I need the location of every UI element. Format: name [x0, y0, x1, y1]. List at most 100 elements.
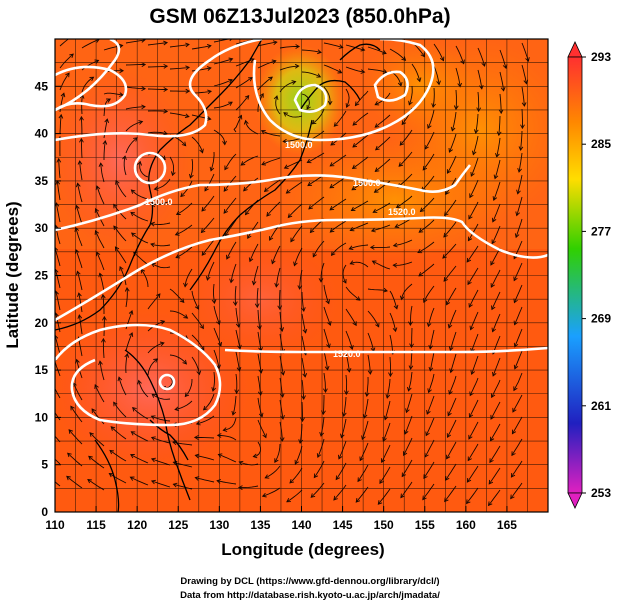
- streamline: [398, 151, 413, 167]
- streamline-arrowhead: [66, 475, 71, 481]
- streamline-arrowhead: [217, 453, 223, 458]
- streamline-arrowhead: [248, 77, 253, 82]
- streamline: [349, 244, 369, 250]
- streamline-arrowhead: [426, 322, 432, 328]
- streamline-arrowhead: [431, 103, 436, 108]
- streamline: [283, 112, 303, 118]
- streamline: [363, 398, 369, 418]
- streamline-arrowhead: [392, 242, 398, 248]
- streamline-arrowhead: [471, 150, 477, 156]
- streamline-arrowhead: [209, 166, 215, 172]
- streamline: [401, 283, 413, 300]
- streamline: [253, 265, 259, 285]
- streamline-arrowhead: [200, 345, 205, 351]
- streamline: [329, 198, 347, 211]
- streamline: [469, 179, 479, 198]
- streamline: [401, 459, 413, 477]
- streamline-arrowhead: [355, 296, 361, 301]
- streamline-arrowhead: [476, 107, 482, 113]
- streamline: [444, 485, 457, 502]
- streamline: [55, 203, 61, 223]
- streamline: [55, 291, 61, 311]
- streamline-arrowhead: [521, 102, 527, 107]
- streamline-arrowhead: [211, 299, 217, 304]
- streamline: [279, 421, 283, 442]
- streamline-arrowhead: [282, 138, 288, 144]
- streamline-arrowhead: [445, 300, 451, 306]
- streamline: [468, 421, 479, 440]
- streamline-arrowhead: [360, 69, 366, 74]
- streamline-arrowhead: [119, 68, 125, 74]
- streamline-arrowhead: [141, 39, 146, 43]
- streamline: [490, 401, 501, 420]
- streamline: [422, 153, 435, 171]
- streamline: [243, 177, 259, 192]
- streamline-arrowhead: [330, 251, 336, 257]
- streamline: [203, 393, 215, 411]
- streamline-arrowhead: [488, 479, 494, 485]
- streamline: [443, 265, 457, 282]
- streamline: [279, 355, 284, 375]
- streamline: [330, 220, 347, 233]
- streamline-arrowhead: [491, 327, 496, 333]
- streamline: [239, 461, 259, 466]
- contour-label: 1520.0: [333, 349, 361, 359]
- streamline-arrowhead: [379, 479, 384, 485]
- y-tick-label: 25: [35, 269, 49, 283]
- streamline: [355, 486, 369, 503]
- streamline: [184, 378, 193, 397]
- streamline-arrowhead: [423, 298, 428, 304]
- streamline: [131, 431, 149, 442]
- contour-1500-loop: [252, 39, 435, 142]
- contour-1500-north: [55, 39, 121, 112]
- streamline-arrowhead: [228, 101, 233, 106]
- streamline-arrowhead: [345, 103, 351, 109]
- streamline-arrowhead: [514, 233, 520, 239]
- streamline: [287, 203, 303, 218]
- streamline-arrowhead: [194, 304, 200, 310]
- streamline: [333, 484, 347, 501]
- streamline: [102, 294, 105, 314]
- streamline: [498, 115, 501, 136]
- streamline-arrowhead: [244, 95, 250, 100]
- streamline-arrowhead: [279, 327, 285, 333]
- x-tick-label: 165: [497, 518, 517, 532]
- streamline-arrowhead: [375, 145, 380, 151]
- streamline-arrowhead: [48, 427, 52, 431]
- y-axis-label: Latitude (degrees): [3, 201, 22, 348]
- contour-1520-north: [55, 216, 548, 322]
- streamline-arrowhead: [109, 449, 115, 455]
- streamline-arrowhead: [439, 56, 445, 62]
- streamline: [279, 399, 284, 420]
- streamline: [70, 406, 83, 423]
- streamline: [447, 419, 457, 438]
- streamline-arrowhead: [74, 204, 80, 210]
- streamline-arrowhead: [264, 474, 270, 479]
- streamline-arrowhead: [257, 325, 262, 330]
- streamline: [223, 417, 237, 431]
- streamline: [350, 261, 369, 268]
- streamline: [514, 328, 523, 347]
- streamline: [212, 371, 215, 392]
- streamline: [395, 217, 413, 228]
- streamline: [204, 173, 215, 192]
- streamline: [125, 353, 128, 374]
- colorbar-bottom-arrow: [567, 492, 583, 509]
- streamline: [444, 199, 457, 216]
- streamline-arrowhead: [49, 404, 53, 408]
- streamline: [433, 65, 440, 85]
- streamline-arrowhead: [294, 459, 299, 465]
- streamline: [343, 396, 347, 417]
- streamline-arrowhead: [308, 204, 313, 210]
- streamline: [301, 49, 322, 53]
- streamline-arrowhead: [401, 472, 407, 478]
- streamline: [169, 43, 190, 48]
- streamline: [299, 269, 303, 290]
- streamline-arrowhead: [251, 280, 257, 286]
- streamline: [130, 454, 149, 464]
- streamline-arrowhead: [262, 433, 267, 439]
- colorbar-tick-label: 285: [591, 137, 611, 151]
- streamline: [257, 76, 273, 91]
- streamline-arrowhead: [117, 376, 123, 382]
- streamline-arrowhead: [349, 226, 355, 232]
